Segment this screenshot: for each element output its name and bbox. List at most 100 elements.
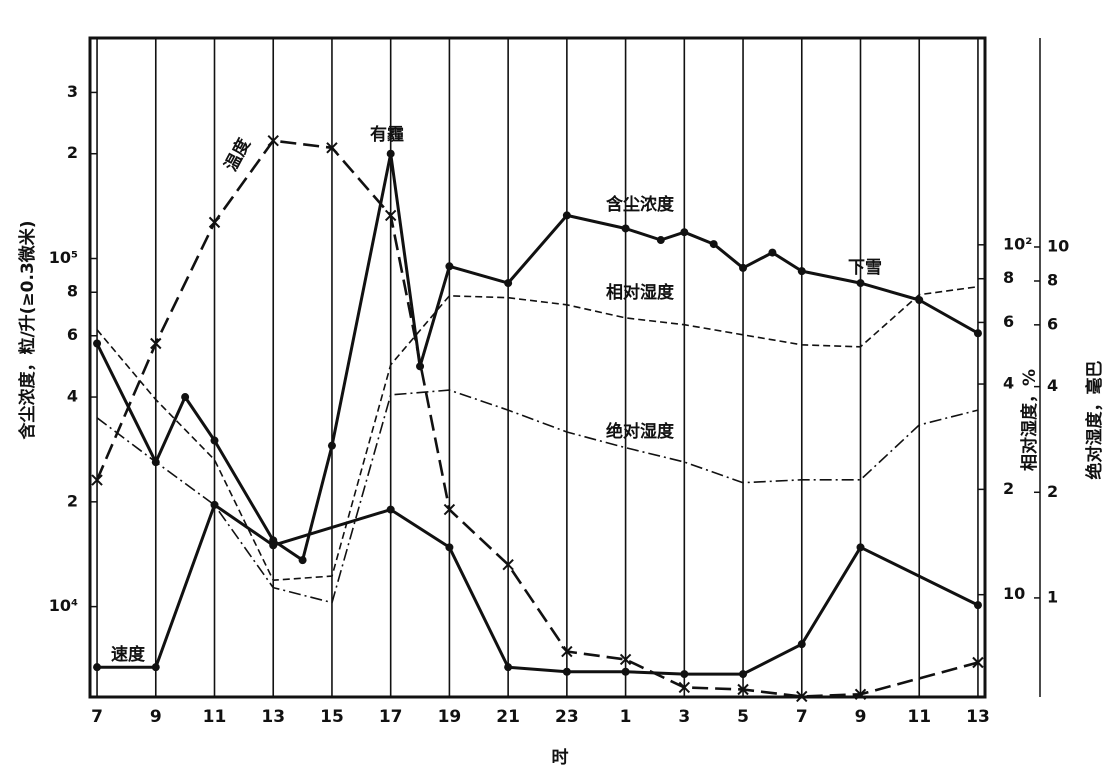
point-marker [739,670,748,679]
y-tick-label: 8 [67,282,78,301]
x-tick-label: 21 [496,707,520,727]
series-label: 相对湿度 [606,282,675,303]
point-marker [768,248,777,257]
point-marker [502,558,514,571]
point-marker [619,653,632,666]
point-marker [737,683,749,696]
y2-tick-label: 10 [1003,584,1025,603]
point-marker [298,556,307,565]
annotation: 下雪 [848,258,882,278]
point-marker [915,296,924,305]
series-line [97,503,979,676]
y3-tick-label: 10 [1047,236,1069,255]
y2-tick-label: 8 [1003,268,1014,287]
x-tick-label: 7 [796,707,808,727]
point-marker [796,690,808,703]
point-marker [181,393,190,402]
point-marker [93,339,102,348]
y2-tick-label: 4 [1003,374,1014,393]
x-axis-title: 时 [552,748,569,768]
point-marker [678,681,691,694]
y-tick-label: 2 [67,491,78,510]
point-marker [621,667,630,676]
point-marker [680,670,689,679]
y-tick-label: 3 [67,82,78,101]
y-tick-label: 4 [67,387,78,406]
point-marker [856,279,865,288]
x-tick-label: 17 [379,707,403,727]
point-marker [386,149,395,158]
y-tick-label: 10⁴ [49,596,78,615]
y2-tick-label: 10² [1003,234,1032,253]
y3-tick-label: 2 [1047,482,1058,501]
point-marker [972,656,984,669]
point-marker [854,688,867,700]
point-marker [150,337,162,350]
x-tick-label: 23 [555,707,579,727]
point-marker [973,601,982,610]
x-tick-label: 3 [678,707,690,727]
series-line [96,285,979,581]
point-marker [973,329,982,338]
plot-frame [88,36,987,699]
x-tick-label: 11 [907,707,931,727]
series-label: 绝对湿度 [606,421,675,442]
point-marker [208,216,221,229]
y3-tick-label: 1 [1047,587,1058,606]
y3-axis-title: 绝对湿度，毫巴 [1084,361,1105,480]
series-line [96,389,979,604]
series-line [95,152,979,562]
point-marker [656,236,665,245]
point-marker [93,663,102,672]
point-marker [856,543,865,552]
y3-tick-label: 8 [1047,270,1058,289]
point-marker [384,209,397,222]
point-marker [562,211,571,220]
x-tick-label: 5 [737,707,749,727]
series-label: 含尘浓度 [606,194,675,215]
x-tick-label: 7 [91,707,103,727]
point-marker [561,645,573,658]
y-axis-title: 含尘浓度，粒/升(≥0.3微米) [17,220,38,439]
y2-axis-title: 相对湿度，% [1019,369,1040,471]
x-tick-label: 9 [150,707,162,727]
point-marker [739,263,748,272]
y-tick-label: 10⁵ [49,248,78,267]
point-marker [797,640,806,649]
x-tick-label: 15 [320,707,344,727]
y3-tick-label: 6 [1047,314,1058,333]
point-marker [621,224,630,233]
series-label: 速度 [111,644,146,665]
x-tick-label: 13 [966,707,990,727]
x-tick-label: 9 [855,707,867,727]
point-marker [797,267,806,276]
point-marker [680,228,689,237]
point-marker [386,505,395,514]
point-marker [504,279,513,288]
x-tick-label: 1 [620,707,632,727]
point-marker [326,142,338,154]
point-marker [709,240,718,249]
point-marker [267,134,279,147]
y-tick-label: 2 [67,143,78,162]
y2-tick-label: 2 [1003,479,1014,498]
y-tick-label: 6 [67,325,78,344]
x-tick-label: 11 [203,707,227,727]
point-marker [269,541,278,550]
x-tick-label: 13 [261,707,285,727]
point-marker [504,663,513,672]
point-marker [445,543,454,552]
point-marker [445,262,454,271]
y2-tick-label: 6 [1003,312,1014,331]
x-tick-label: 19 [438,707,462,727]
point-marker [327,441,336,450]
series-line [95,139,979,698]
point-marker [210,436,219,445]
point-marker [562,667,571,676]
point-marker [91,474,103,486]
point-marker [151,663,160,672]
series-label: 温度 [220,134,255,175]
annotation: 有霾 [370,124,404,145]
y3-tick-label: 4 [1047,376,1058,395]
